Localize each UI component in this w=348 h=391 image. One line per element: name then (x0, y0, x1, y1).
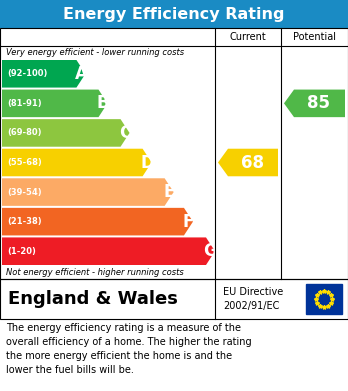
Text: (92-100): (92-100) (7, 69, 47, 78)
Polygon shape (218, 149, 278, 176)
Text: EU Directive
2002/91/EC: EU Directive 2002/91/EC (223, 287, 283, 311)
Polygon shape (2, 119, 129, 147)
Text: G: G (204, 242, 218, 260)
Text: England & Wales: England & Wales (8, 290, 178, 308)
Text: E: E (164, 183, 175, 201)
Polygon shape (2, 178, 174, 206)
Text: (21-38): (21-38) (7, 217, 42, 226)
Text: Potential: Potential (293, 32, 336, 42)
Polygon shape (2, 149, 152, 176)
Text: (39-54): (39-54) (7, 188, 42, 197)
Text: (1-20): (1-20) (7, 247, 36, 256)
Bar (0, 0, 348, 28)
Text: Energy Efficiency Rating: Energy Efficiency Rating (63, 7, 285, 22)
Bar (0, 28, 348, 279)
Text: B: B (97, 94, 109, 112)
Text: 68: 68 (240, 154, 263, 172)
Text: A: A (74, 65, 87, 83)
Text: D: D (140, 154, 154, 172)
Text: C: C (119, 124, 131, 142)
Text: Very energy efficient - lower running costs: Very energy efficient - lower running co… (6, 48, 184, 57)
Text: (69-80): (69-80) (7, 128, 41, 137)
Polygon shape (284, 90, 345, 117)
Polygon shape (2, 237, 215, 265)
Text: F: F (183, 213, 194, 231)
Text: (55-68): (55-68) (7, 158, 42, 167)
Text: Current: Current (230, 32, 266, 42)
Polygon shape (2, 60, 86, 88)
Text: The energy efficiency rating is a measure of the
overall efficiency of a home. T: The energy efficiency rating is a measur… (6, 323, 252, 375)
Text: (81-91): (81-91) (7, 99, 42, 108)
Text: Not energy efficient - higher running costs: Not energy efficient - higher running co… (6, 268, 184, 277)
Polygon shape (2, 208, 193, 235)
Text: 85: 85 (307, 94, 330, 112)
Bar (306, 284, 342, 314)
Polygon shape (2, 90, 108, 117)
Bar (0, 279, 348, 319)
